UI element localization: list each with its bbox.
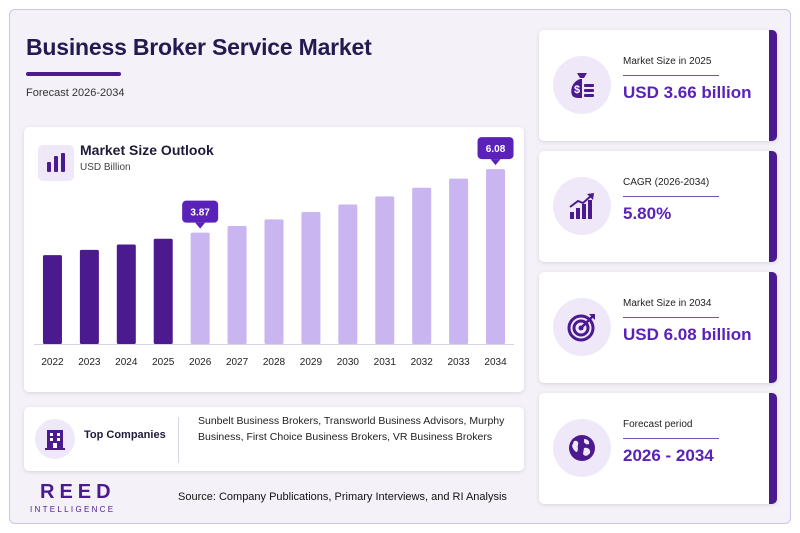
bar-2033 — [449, 178, 469, 344]
kpi-rule — [623, 196, 719, 197]
target-icon — [553, 298, 611, 356]
x-tick-label: 2023 — [78, 357, 101, 368]
bar-2027 — [227, 226, 247, 344]
bar-2028 — [264, 219, 284, 344]
kpi-card-forecast-period: Forecast period 2026 - 2034 — [539, 393, 777, 504]
kpi-value: USD 3.66 billion — [623, 83, 752, 102]
divider — [178, 417, 179, 463]
chart-card: Market Size Outlook USD Billion 2022 2023… — [24, 127, 524, 392]
kpi-label: Forecast period — [623, 419, 693, 430]
data-label-pointer — [195, 222, 206, 229]
card-edge — [769, 151, 777, 262]
money-bag-icon: $ — [553, 56, 611, 114]
x-tick-label: 2030 — [337, 357, 360, 368]
card-edge — [769, 393, 777, 504]
kpi-rule — [623, 75, 719, 76]
title-underline — [26, 72, 121, 76]
logo-tagline: INTELLIGENCE — [30, 505, 116, 514]
data-label-text: 3.87 — [190, 208, 210, 219]
data-label-2034: 6.08 — [477, 137, 514, 166]
bar-chart-icon — [38, 145, 74, 181]
bar-2031 — [375, 196, 395, 344]
data-label-box — [477, 137, 514, 160]
globe-icon — [553, 419, 611, 477]
bar-2032 — [412, 187, 432, 344]
kpi-value: 5.80% — [623, 204, 672, 223]
bar-2025 — [153, 238, 173, 344]
bar-2023 — [79, 249, 99, 344]
top-companies-label: Top Companies — [84, 429, 166, 441]
x-tick-label: 2032 — [411, 357, 434, 368]
data-label-box — [182, 200, 219, 223]
bar-2029 — [301, 211, 321, 344]
kpi-label: Market Size in 2034 — [623, 298, 712, 309]
card-edge — [769, 30, 777, 141]
x-tick-label: 2025 — [152, 357, 175, 368]
kpi-label: CAGR (2026-2034) — [623, 177, 710, 188]
x-tick-label: 2027 — [226, 357, 249, 368]
x-tick-label: 2034 — [484, 357, 507, 368]
bar-chart: 2022 2023 2024 2025 2026 3.87 2027 2028 2029 2030… — [34, 137, 514, 368]
x-tick-label: 2031 — [374, 357, 397, 368]
building-icon — [35, 419, 75, 459]
top-companies-card: Top Companies Sunbelt Business Brokers, … — [24, 407, 524, 471]
kpi-card-cagr: CAGR (2026-2034) 5.80% — [539, 151, 777, 262]
kpi-value: 2026 - 2034 — [623, 446, 714, 465]
data-label-pointer — [490, 159, 501, 166]
top-companies-list: Sunbelt Business Brokers, Transworld Bus… — [198, 415, 505, 443]
bar-2026 — [190, 232, 210, 344]
x-tick-label: 2022 — [41, 357, 64, 368]
bar-2030 — [338, 204, 358, 344]
page-title: Business Broker Service Market — [26, 34, 372, 60]
svg-text:$: $ — [574, 84, 580, 96]
kpi-value: USD 6.08 billion — [623, 325, 752, 344]
data-label-text: 6.08 — [486, 144, 506, 155]
kpi-rule — [623, 317, 719, 318]
bar-2024 — [116, 244, 136, 344]
chart-unit: USD Billion — [80, 162, 131, 173]
x-tick-label: 2026 — [189, 357, 212, 368]
logo-wordmark: REED — [40, 481, 116, 503]
kpi-label: Market Size in 2025 — [623, 56, 712, 67]
kpi-card-market-2025: $ Market Size in 2025 USD 3.66 billion — [539, 30, 777, 141]
card-edge — [769, 272, 777, 383]
x-tick-label: 2029 — [300, 357, 323, 368]
x-tick-label: 2024 — [115, 357, 138, 368]
chart-title: Market Size Outlook — [80, 142, 214, 158]
kpi-rule — [623, 438, 719, 439]
x-tick-label: 2033 — [447, 357, 470, 368]
data-label-2026: 3.87 — [182, 200, 219, 229]
source-note: Source: Company Publications, Primary In… — [178, 491, 507, 503]
page-subtitle: Forecast 2026-2034 — [26, 87, 125, 99]
bar-2034 — [486, 169, 506, 344]
kpi-card-market-2034: Market Size in 2034 USD 6.08 billion — [539, 272, 777, 383]
bar-2022 — [42, 255, 62, 344]
x-tick-label: 2028 — [263, 357, 286, 368]
growth-chart-icon — [553, 177, 611, 235]
